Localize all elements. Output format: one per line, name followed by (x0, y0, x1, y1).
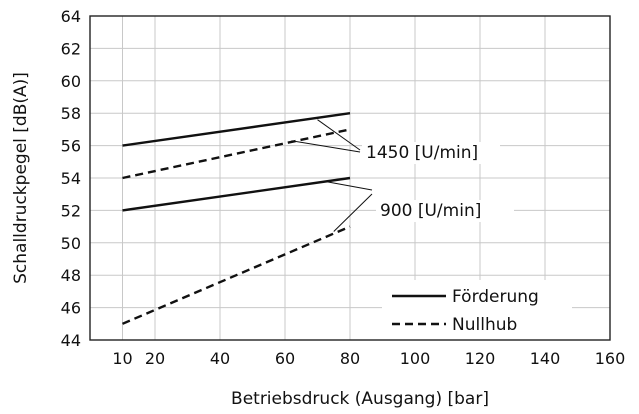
x-tick-label: 80 (340, 349, 360, 368)
series-line (122, 225, 351, 325)
y-tick-label: 64 (61, 7, 81, 26)
annotation-leader-line (317, 119, 361, 151)
x-tick-label: 20 (145, 349, 165, 368)
y-tick-label: 46 (61, 299, 81, 318)
annotation-leader-line (291, 140, 361, 153)
y-tick-label: 48 (61, 266, 81, 285)
legend-label: Nullhub (452, 315, 517, 335)
y-axis-label: Schalldruckpegel [dB(A)] (11, 72, 31, 284)
annotation-label: 1450 [U/min] (366, 143, 478, 163)
x-tick-label: 140 (530, 349, 561, 368)
y-tick-label: 56 (61, 137, 81, 156)
series-line (122, 176, 351, 212)
annotations: 1450 [U/min] 900 [U/min] (291, 119, 514, 232)
x-tick-label: 10 (112, 349, 132, 368)
x-tick-label: 60 (275, 349, 295, 368)
y-tick-label: 54 (61, 169, 81, 188)
series-line (122, 128, 351, 180)
y-tick-label: 62 (61, 39, 81, 58)
annotation-background (376, 200, 514, 222)
x-tick-label: 160 (595, 349, 626, 368)
annotation-background (362, 142, 500, 164)
x-tick-label: 40 (210, 349, 230, 368)
series-line (122, 112, 351, 147)
y-tick-label: 58 (61, 104, 81, 123)
tick-labels: 10 20 40 60 80 100 120 140 160 44 46 48 50 52 54 56 58 60… (61, 7, 626, 368)
plot-frame (89, 15, 611, 341)
legend-background (382, 280, 572, 340)
y-tick-label: 44 (61, 331, 81, 350)
legend: Förderung Nullhub (382, 280, 572, 340)
x-tick-label: 120 (465, 349, 496, 368)
annotation-leader-line (333, 193, 373, 232)
y-tick-label: 52 (61, 201, 81, 220)
legend-label: Förderung (452, 287, 539, 307)
x-tick-label: 100 (400, 349, 431, 368)
x-axis-label: Betriebsdruck (Ausgang) [bar] (231, 389, 489, 409)
annotation-leader-line (323, 180, 373, 191)
y-tick-label: 50 (61, 234, 81, 253)
plot-lines (122, 112, 351, 325)
y-tick-label: 60 (61, 72, 81, 91)
annotation-label: 900 [U/min] (380, 201, 481, 221)
